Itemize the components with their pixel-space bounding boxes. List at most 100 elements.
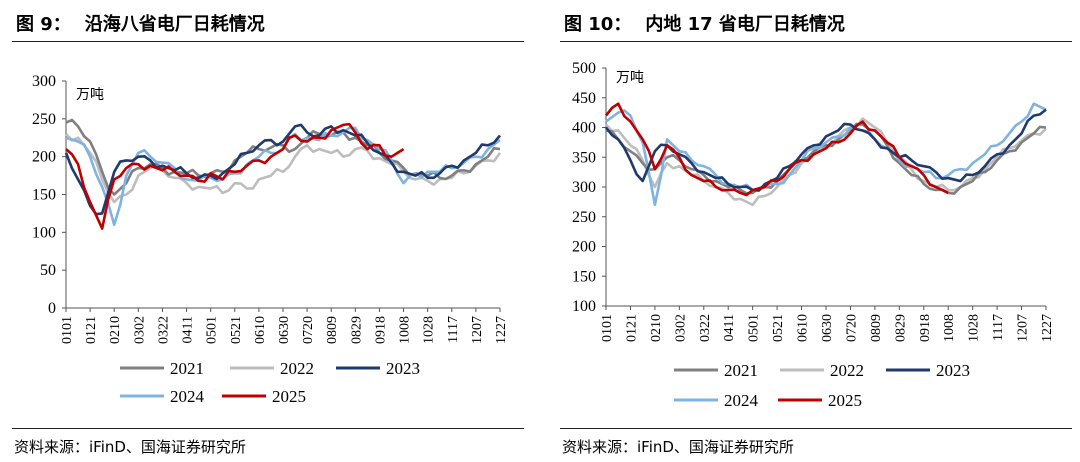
y-tick-label: 450 — [572, 90, 596, 107]
x-tick-label: 1117 — [991, 314, 1006, 341]
y-tick-label: 250 — [572, 209, 596, 226]
y-tick-label: 150 — [32, 187, 56, 204]
legend-label: 2021 — [724, 361, 758, 380]
legend-label: 2021 — [170, 359, 204, 378]
legend-label: 2024 — [724, 391, 759, 410]
y-tick-label: 500 — [572, 60, 596, 77]
y-tick-label: 200 — [32, 149, 56, 166]
y-tick-label: 150 — [572, 268, 596, 285]
x-tick-label: 0210 — [108, 316, 123, 344]
x-tick-label: 0411 — [181, 316, 196, 343]
divider-bottom — [560, 428, 1072, 429]
legend-item-2024: 2024 — [120, 387, 205, 406]
y-tick-label: 50 — [40, 262, 56, 279]
divider-bottom — [12, 428, 524, 429]
x-tick-label: 0322 — [156, 316, 171, 344]
series-line-2022 — [65, 133, 502, 204]
legend-item-2022: 2022 — [230, 359, 314, 378]
x-tick-label: 0302 — [673, 314, 688, 342]
unit-label: 万吨 — [76, 87, 104, 103]
x-tick-label: 1028 — [967, 314, 982, 342]
x-tick-label: 1207 — [470, 316, 485, 344]
figure-caption: 沿海八省电厂日耗情况 — [84, 14, 265, 35]
y-tick-label: 200 — [572, 239, 596, 256]
x-tick-label: 0501 — [205, 316, 220, 344]
figure-caption: 内地 17 省电厂日耗情况 — [645, 14, 845, 35]
x-tick-label: 1008 — [942, 314, 957, 342]
series-line-2025 — [604, 102, 949, 197]
x-tick-label: 0610 — [253, 316, 268, 344]
line-chart-coastal: 0 50 100 150 200 250 300 0101 0121 0210 0302 0322 04… — [32, 73, 509, 406]
legend-item-2025: 2025 — [222, 387, 306, 406]
x-tick-label: 0101 — [600, 314, 615, 342]
source-note: 资料来源：iFinD、国海证券研究所 — [14, 438, 246, 456]
x-tick-label: 0121 — [624, 314, 639, 342]
x-tick-label: 0630 — [277, 316, 292, 344]
legend-label: 2022 — [830, 361, 864, 380]
series-line-2025 — [65, 122, 405, 230]
x-tick-label: 0720 — [301, 316, 316, 344]
legend-item-2021: 2021 — [674, 361, 758, 380]
legend-item-2022: 2022 — [780, 361, 864, 380]
figure-title: 图 9： 沿海八省电厂日耗情况 — [16, 10, 265, 36]
legend-label: 2022 — [280, 359, 314, 378]
x-tick-label: 0918 — [918, 314, 933, 342]
y-tick-label: 250 — [32, 111, 56, 128]
legend-item-2021: 2021 — [120, 359, 204, 378]
x-tick-label: 1028 — [422, 316, 437, 344]
legend-item-2024: 2024 — [674, 391, 759, 410]
x-tick-label: 0809 — [325, 316, 340, 344]
x-tick-label: 1227 — [1040, 314, 1055, 342]
divider-top — [12, 41, 524, 42]
x-tick-label: 0101 — [60, 316, 75, 344]
x-tick-label: 1008 — [398, 316, 413, 344]
x-tick-label: 0322 — [698, 314, 713, 342]
unit-label: 万吨 — [616, 70, 644, 86]
x-tick-label: 0210 — [649, 314, 664, 342]
x-tick-label: 0302 — [132, 316, 147, 344]
figure-title: 图 10： 内地 17 省电厂日耗情况 — [564, 10, 845, 36]
panel-inland: 图 10： 内地 17 省电厂日耗情况 100 150 200 250 300 350 400… — [548, 0, 1078, 462]
series-line-2022 — [605, 117, 1047, 207]
y-tick-label: 400 — [572, 120, 596, 137]
series-line-2021 — [605, 122, 1047, 195]
divider-top — [560, 41, 1072, 42]
x-tick-label: 1117 — [446, 316, 461, 343]
series-line-2021 — [65, 118, 501, 196]
x-tick-label: 1207 — [1016, 314, 1031, 342]
x-tick-label: 1227 — [494, 316, 509, 344]
legend-label: 2025 — [828, 391, 862, 410]
x-tick-label: 0521 — [229, 316, 244, 344]
x-tick-label: 0829 — [893, 314, 908, 342]
y-tick-label: 300 — [572, 179, 596, 196]
x-tick-label: 0720 — [844, 314, 859, 342]
line-chart-inland: 100 150 200 250 300 350 400 450 500 0101 0121 0210 0… — [572, 60, 1055, 410]
x-tick-label: 0610 — [796, 314, 811, 342]
x-tick-label: 0501 — [747, 314, 762, 342]
x-tick-label: 0630 — [820, 314, 835, 342]
y-tick-label: 100 — [32, 224, 56, 241]
series-line-2023 — [604, 108, 1047, 192]
y-tick-label: 300 — [32, 73, 56, 90]
x-tick-label: 0411 — [722, 314, 737, 341]
figure-number: 图 9： — [16, 14, 71, 35]
x-tick-label: 0809 — [869, 314, 884, 342]
y-tick-label: 350 — [572, 149, 596, 166]
y-tick-label: 100 — [572, 298, 596, 315]
x-tick-label: 0918 — [373, 316, 388, 344]
panel-coastal: 图 9： 沿海八省电厂日耗情况 0 50 100 150 200 250 300 0101 012… — [0, 0, 530, 462]
legend-label: 2023 — [386, 359, 420, 378]
legend-label: 2025 — [272, 387, 306, 406]
x-tick-label: 0521 — [771, 314, 786, 342]
legend-item-2025: 2025 — [778, 391, 862, 410]
legend-label: 2023 — [936, 361, 970, 380]
legend-label: 2024 — [170, 387, 205, 406]
x-tick-label: 0829 — [349, 316, 364, 344]
x-tick-label: 0121 — [84, 316, 99, 344]
legend-item-2023: 2023 — [336, 359, 420, 378]
y-tick-label: 0 — [48, 300, 56, 317]
series-line-2023 — [64, 123, 501, 216]
legend-item-2023: 2023 — [886, 361, 970, 380]
figure-number: 图 10： — [564, 14, 632, 35]
source-note: 资料来源：iFinD、国海证券研究所 — [562, 438, 794, 456]
